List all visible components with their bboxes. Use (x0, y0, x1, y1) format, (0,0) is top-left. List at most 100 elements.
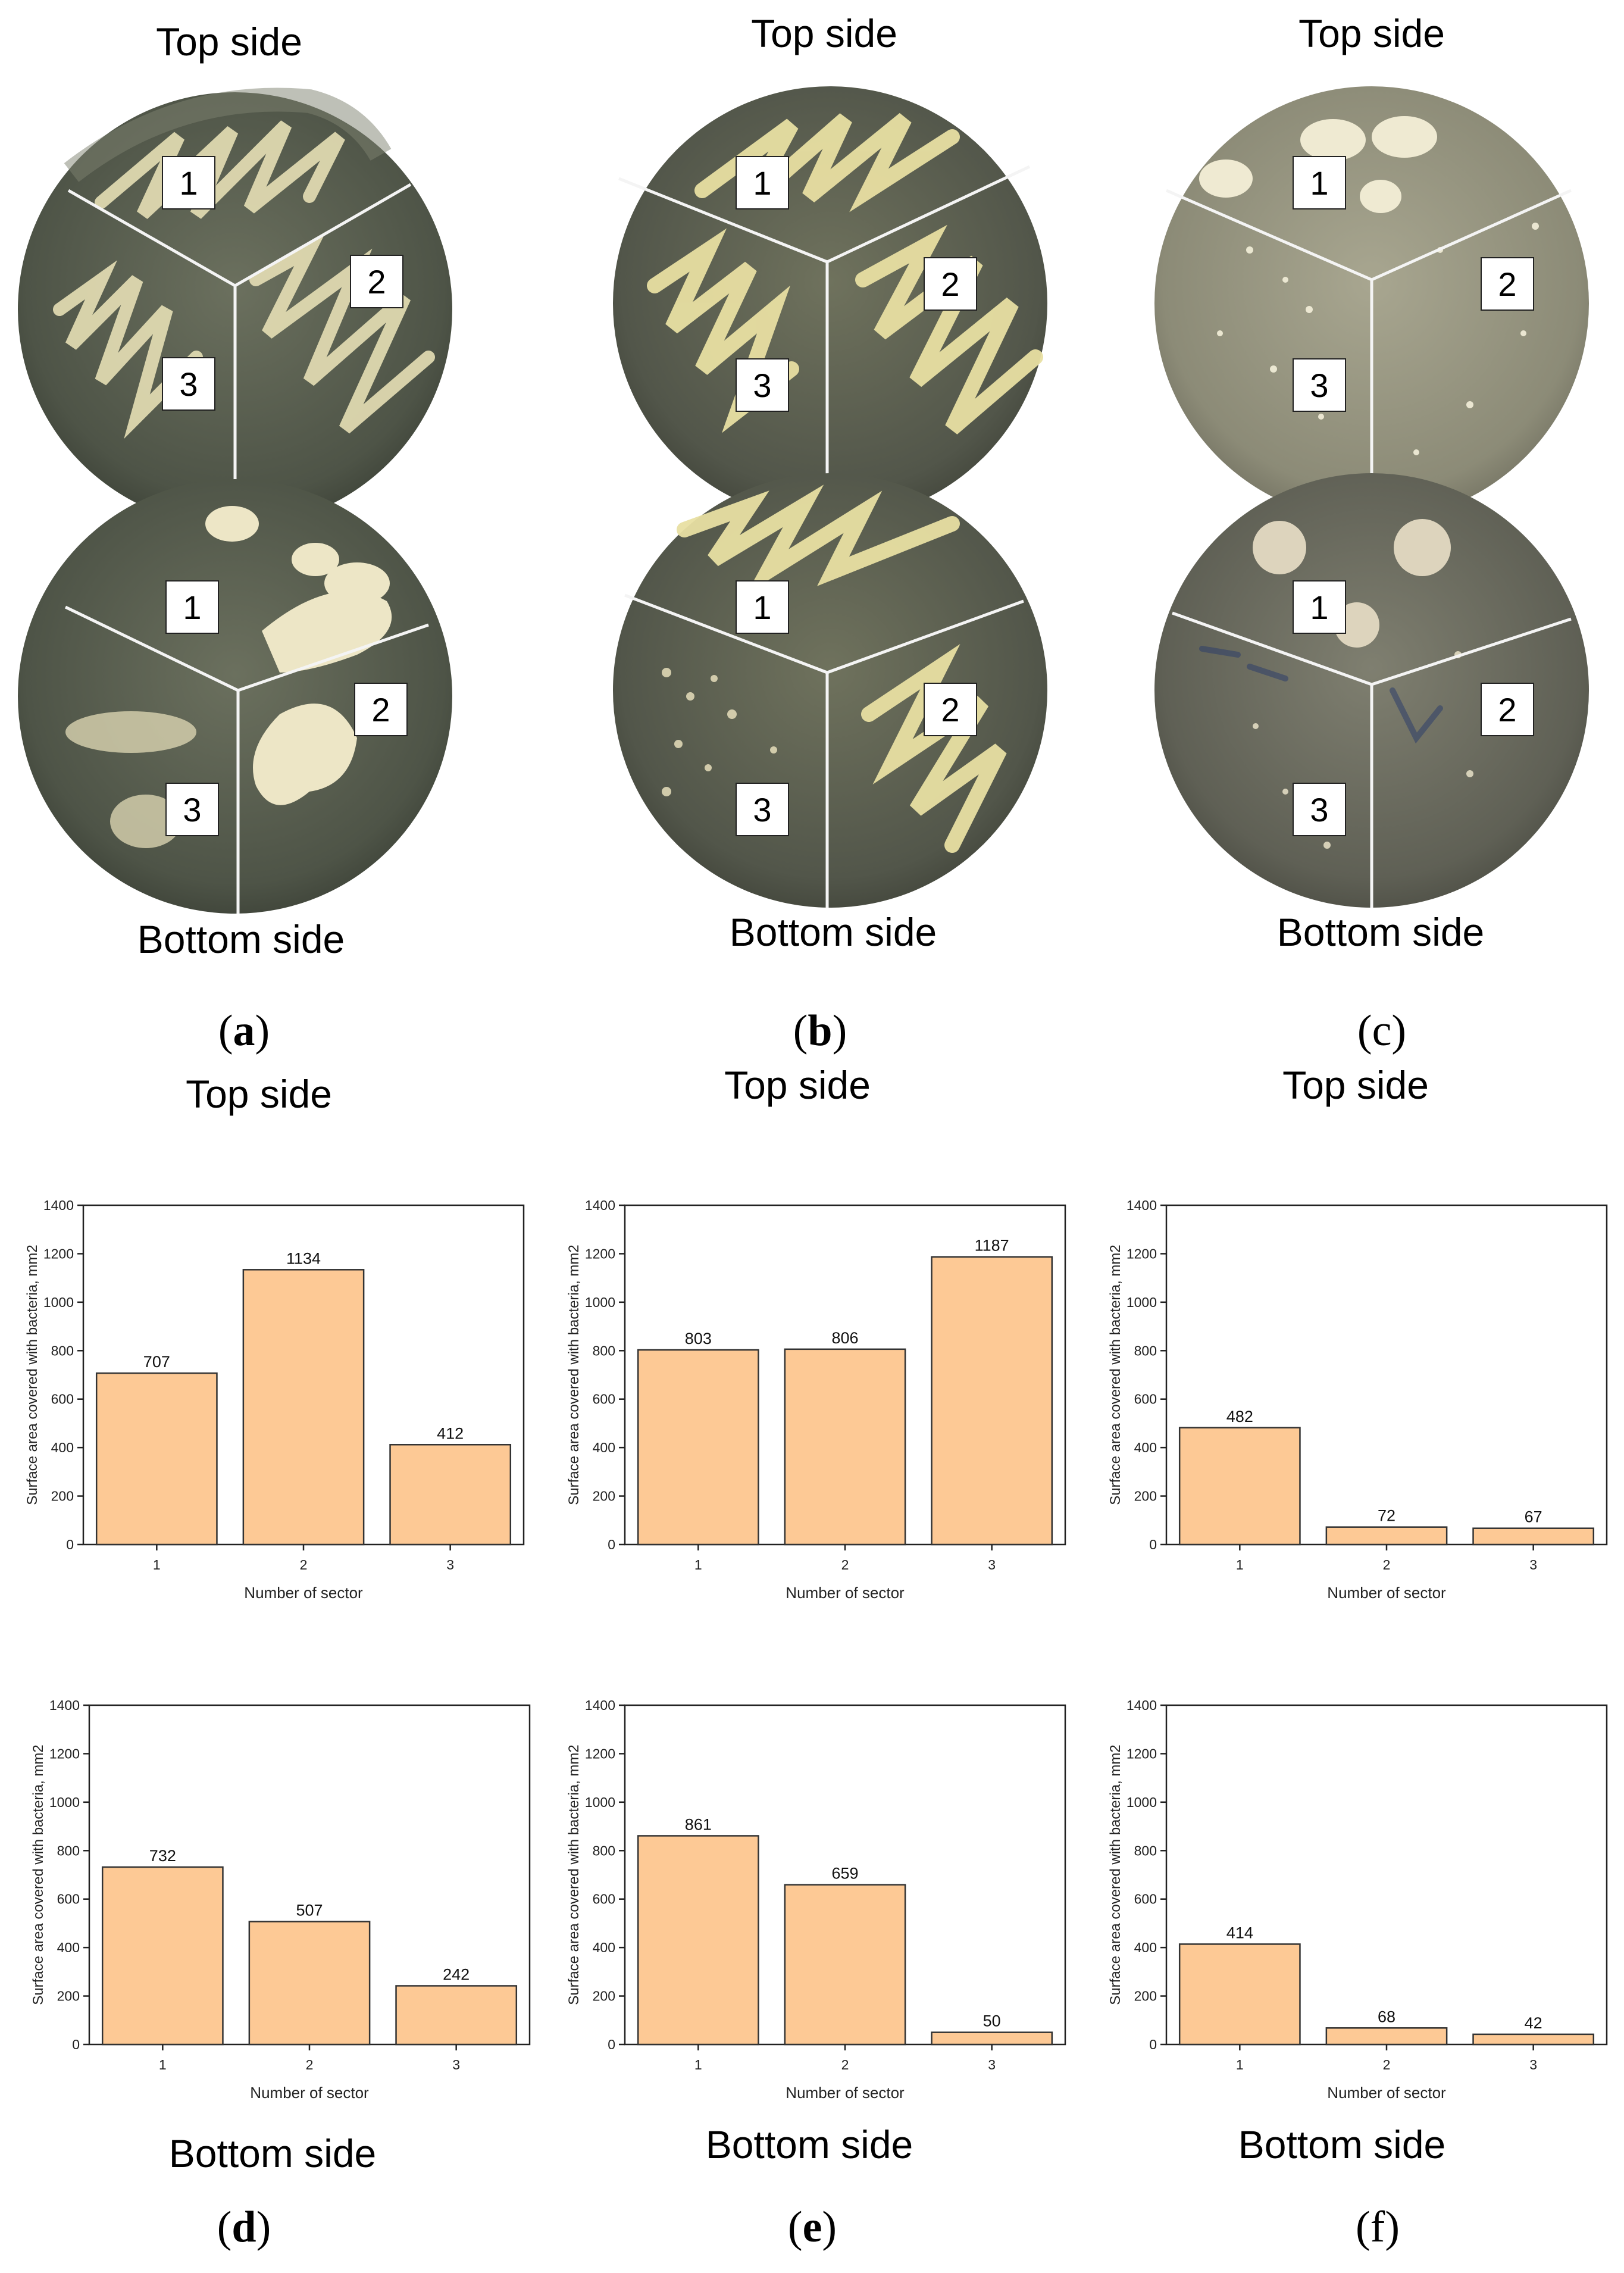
x-tick-label: 3 (988, 2057, 996, 2072)
y-tick-label: 0 (1149, 1537, 1157, 1552)
y-tick-label: 200 (1134, 1489, 1157, 1504)
plate-b-bottom-label: Bottom side (729, 910, 937, 954)
bar-value-label: 482 (1226, 1408, 1253, 1425)
y-tick-label: 600 (51, 1392, 74, 1407)
panel-label-f: (f) (1356, 2203, 1400, 2252)
y-tick-label: 0 (72, 2037, 80, 2052)
bar-chart-d-bottom: 0 200 400 600 800 1000 1200 1400 732 1 507 2 242 3 Num… (30, 1697, 531, 2102)
plate-b-bottom (613, 473, 1047, 908)
y-tick-label: 1000 (43, 1295, 74, 1310)
plate-b-top-sector-3: 3 (736, 358, 789, 412)
x-tick-label: 3 (452, 2057, 460, 2072)
plate-a-top-sector-3: 3 (162, 357, 215, 411)
chart-e-bottom-header: Bottom side (705, 2122, 913, 2166)
bar (1472, 1527, 1595, 1546)
y-tick-label: 200 (1134, 1989, 1157, 2004)
panel-label-a: (a) (218, 1006, 270, 1055)
panel-label-b: (b) (793, 1006, 847, 1055)
plate-c-top-label: Top side (1298, 11, 1445, 55)
bar-value-label: 803 (685, 1330, 712, 1347)
plate-b-top-sector-1: 1 (736, 156, 789, 210)
y-tick-label: 1000 (49, 1794, 80, 1810)
y-tick-label: 400 (1134, 1440, 1157, 1455)
y-axis-label: Surface area covered with bacteria, mm2 (30, 1744, 46, 2005)
y-tick-label: 0 (1149, 2037, 1157, 2052)
chart-f-bottom-header: Bottom side (1238, 2122, 1446, 2166)
bar-value-label: 659 (831, 1865, 858, 1883)
bar-value-label: 507 (296, 1902, 323, 1919)
x-axis-label: Number of sector (786, 1584, 905, 1602)
x-tick-label: 2 (1383, 1557, 1391, 1572)
bar-chart-c-top: 0 200 400 600 800 1000 1200 1400 482 1 72 2 67 3 Numbe… (1107, 1198, 1608, 1602)
plate-b-bottom-sector-3: 3 (736, 783, 789, 836)
plate-a-top-sector-1: 1 (162, 156, 215, 210)
y-tick-label: 800 (1134, 1343, 1157, 1358)
y-tick-label: 200 (57, 1989, 80, 2004)
y-tick-label: 1000 (1127, 1295, 1157, 1310)
y-tick-label: 400 (1134, 1940, 1157, 1955)
y-tick-label: 400 (593, 1440, 615, 1455)
y-tick-label: 1000 (585, 1295, 615, 1310)
x-tick-label: 1 (153, 1557, 161, 1572)
y-tick-label: 400 (593, 1940, 615, 1955)
bar-value-label: 72 (1378, 1507, 1395, 1525)
x-axis-label: Number of sector (244, 1584, 363, 1602)
bar (242, 1269, 365, 1546)
plate-a-bottom-sector-2: 2 (354, 683, 408, 736)
bar (1325, 2027, 1448, 2046)
plate-a-top (18, 87, 452, 527)
x-tick-label: 1 (694, 2057, 702, 2072)
y-tick-label: 200 (593, 1989, 615, 2004)
bar-value-label: 1134 (286, 1249, 321, 1267)
x-tick-label: 3 (988, 1557, 996, 1572)
plate-a-top-label: Top side (156, 20, 302, 64)
x-axis-label: Number of sector (250, 2084, 369, 2102)
bar-chart-f-bottom: 0 200 400 600 800 1000 1200 1400 414 1 68 2 42 3 Numbe… (1107, 1697, 1608, 2102)
x-tick-label: 3 (446, 1557, 454, 1572)
y-tick-label: 1400 (1127, 1697, 1157, 1713)
x-tick-label: 3 (1529, 2057, 1537, 2072)
plate-a-bottom-label: Bottom side (137, 917, 345, 961)
plate-c-bottom-sector-3: 3 (1293, 783, 1346, 836)
panel-label-d: (d) (217, 2203, 271, 2252)
y-tick-label: 1200 (585, 1746, 615, 1761)
y-axis-label: Surface area covered with bacteria, mm2 (1107, 1245, 1124, 1505)
x-axis-label: Number of sector (786, 2084, 905, 2102)
y-tick-label: 800 (1134, 1843, 1157, 1858)
bar (101, 1866, 224, 2046)
y-tick-label: 600 (57, 1891, 80, 1907)
x-tick-label: 1 (1236, 1557, 1244, 1572)
bar (389, 1444, 512, 1546)
panel-label-e: (e) (787, 2203, 837, 2252)
bar-value-label: 861 (685, 1815, 712, 1833)
y-tick-label: 200 (51, 1489, 74, 1504)
bar (931, 1256, 1053, 1546)
bar (1178, 1943, 1301, 2046)
y-tick-label: 200 (593, 1489, 615, 1504)
bar (395, 1985, 518, 2046)
y-tick-label: 600 (593, 1392, 615, 1407)
x-tick-label: 1 (159, 2057, 167, 2072)
plate-a-top-sector-2: 2 (350, 255, 403, 308)
bar (95, 1372, 218, 1546)
plate-b-bottom-sector-1: 1 (736, 580, 789, 634)
bar-value-label: 732 (149, 1847, 176, 1865)
plate-c-bottom-sector-2: 2 (1481, 683, 1534, 736)
y-axis-label: Surface area covered with bacteria, mm2 (1107, 1744, 1124, 2005)
y-tick-label: 600 (1134, 1891, 1157, 1907)
bar-value-label: 707 (143, 1353, 170, 1371)
y-tick-label: 1400 (1127, 1198, 1157, 1213)
y-tick-label: 1200 (49, 1746, 80, 1761)
bar-value-label: 242 (443, 1965, 470, 1983)
y-tick-label: 600 (1134, 1392, 1157, 1407)
y-tick-label: 1400 (585, 1697, 615, 1713)
x-tick-label: 1 (694, 1557, 702, 1572)
bar-value-label: 68 (1378, 2008, 1395, 2025)
y-axis-label: Surface area covered with bacteria, mm2 (566, 1744, 582, 2005)
y-axis-label: Surface area covered with bacteria, mm2 (566, 1245, 582, 1505)
y-tick-label: 0 (608, 1537, 615, 1552)
bar-value-label: 67 (1525, 1508, 1542, 1526)
y-tick-label: 800 (593, 1343, 615, 1358)
bar (931, 2031, 1053, 2046)
bar-value-label: 42 (1525, 2014, 1542, 2032)
